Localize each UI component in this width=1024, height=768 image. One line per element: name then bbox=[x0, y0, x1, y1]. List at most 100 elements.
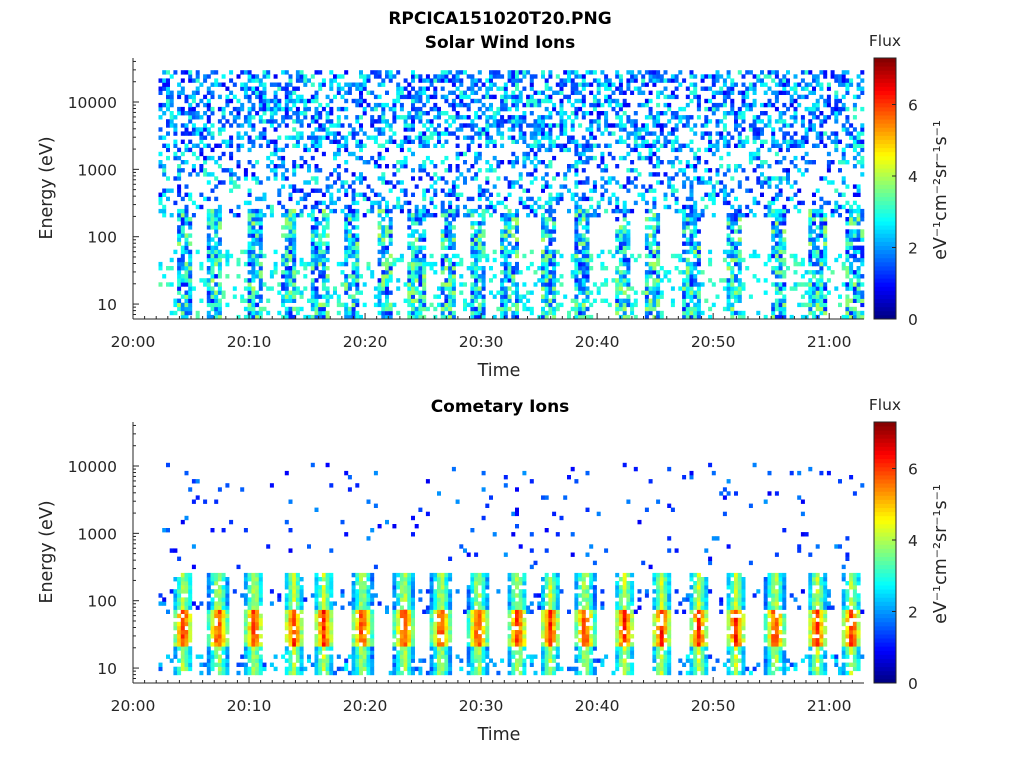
spectrogram-cell bbox=[188, 115, 193, 120]
spectrogram-cell bbox=[860, 70, 865, 75]
spectrogram-cell bbox=[748, 123, 753, 128]
spectrogram-cell bbox=[277, 282, 282, 287]
spectrogram-cell bbox=[852, 257, 857, 263]
spectrogram-cell bbox=[169, 119, 174, 124]
spectrogram-cell bbox=[299, 261, 304, 267]
spectrogram-cell bbox=[418, 86, 423, 91]
spectrogram-cell bbox=[656, 249, 661, 255]
spectrogram-cell bbox=[834, 115, 839, 120]
spectrogram-cell bbox=[403, 115, 408, 120]
spectrogram-cell bbox=[240, 135, 245, 140]
spectrogram-cell bbox=[652, 204, 657, 210]
spectrogram-cell bbox=[448, 314, 453, 320]
spectrogram-cell bbox=[522, 306, 527, 312]
spectrogram-cell bbox=[771, 249, 776, 255]
spectrogram-cell bbox=[184, 221, 189, 226]
spectrogram-cell bbox=[771, 237, 776, 242]
spectrogram-cell bbox=[726, 253, 731, 259]
spectrogram-cell bbox=[808, 294, 813, 299]
spectrogram-cell bbox=[552, 306, 557, 312]
spectrogram-cell bbox=[626, 245, 631, 250]
spectrogram-cell bbox=[444, 94, 449, 100]
spectrogram-cell bbox=[299, 94, 304, 100]
spectrogram-cell bbox=[448, 229, 453, 234]
spectrogram-cell bbox=[422, 286, 427, 291]
spectrogram-cell bbox=[388, 266, 393, 271]
spectrogram-cell bbox=[325, 302, 330, 308]
spectrogram-cell bbox=[485, 139, 490, 144]
spectrogram-cell bbox=[318, 135, 323, 140]
spectrogram-cell bbox=[689, 229, 694, 234]
spectrogram-cell bbox=[511, 115, 516, 120]
spectrogram-cell bbox=[774, 213, 779, 218]
spectrogram-cell bbox=[548, 270, 553, 275]
spectrogram-cell bbox=[206, 119, 211, 124]
spectrogram-cell bbox=[496, 74, 501, 79]
spectrogram-cell bbox=[793, 261, 798, 267]
spectrogram-cell bbox=[251, 123, 256, 128]
spectrogram-cell bbox=[388, 208, 393, 214]
spectrogram-cell bbox=[173, 143, 178, 148]
spectrogram-cell bbox=[425, 119, 430, 124]
spectrogram-cell bbox=[258, 278, 263, 283]
spectrogram-cell bbox=[600, 70, 605, 75]
spectrogram-cell bbox=[318, 302, 323, 308]
spectrogram-cell bbox=[255, 208, 260, 214]
spectrogram-cell bbox=[559, 119, 564, 124]
spectrogram-cell bbox=[541, 266, 545, 271]
spectrogram-cell bbox=[507, 127, 512, 132]
spectrogram-cell bbox=[748, 82, 753, 87]
spectrogram-cell bbox=[782, 102, 787, 108]
spectrogram-cell bbox=[630, 119, 635, 124]
spectrogram-cell bbox=[463, 151, 467, 157]
spectrogram-cell bbox=[826, 135, 831, 140]
spectrogram-cell bbox=[715, 106, 720, 112]
spectrogram-cell bbox=[515, 225, 519, 230]
spectrogram-cell bbox=[689, 298, 694, 303]
y-tick-label: 10 bbox=[97, 296, 117, 314]
colorbar-segment bbox=[874, 172, 896, 177]
spectrogram-cell bbox=[708, 249, 713, 255]
spectrogram-cell bbox=[433, 127, 438, 132]
spectrogram-cell bbox=[411, 119, 415, 124]
spectrogram-cell bbox=[214, 249, 219, 255]
spectrogram-cell bbox=[477, 70, 482, 75]
spectrogram-cell bbox=[622, 127, 627, 132]
spectrogram-cell bbox=[470, 135, 475, 140]
spectrogram-cell bbox=[377, 164, 382, 169]
spectrogram-cell bbox=[355, 102, 360, 108]
spectrogram-cell bbox=[860, 294, 865, 299]
spectrogram-cell bbox=[760, 119, 764, 124]
spectrogram-cell bbox=[303, 196, 308, 202]
spectrogram-cell bbox=[258, 261, 263, 267]
spectrogram-cell bbox=[823, 253, 828, 259]
spectrogram-cell bbox=[685, 286, 690, 291]
spectrogram-cell bbox=[637, 135, 642, 140]
spectrogram-cell bbox=[188, 257, 193, 263]
spectrogram-cell bbox=[385, 274, 389, 279]
spectrogram-cell bbox=[752, 90, 757, 95]
spectrogram-cell bbox=[656, 139, 661, 144]
spectrogram-cell bbox=[722, 102, 727, 108]
spectrogram-cell bbox=[559, 106, 564, 112]
spectrogram-cell bbox=[329, 106, 334, 112]
spectrogram-cell bbox=[455, 168, 460, 173]
spectrogram-cell bbox=[856, 94, 861, 100]
spectrogram-cell bbox=[644, 298, 649, 303]
spectrogram-cell bbox=[574, 266, 579, 271]
spectrogram-cell bbox=[618, 306, 623, 312]
spectrogram-cell bbox=[552, 221, 557, 226]
spectrogram-cell bbox=[351, 253, 356, 259]
spectrogram-cell bbox=[229, 208, 234, 214]
spectrogram-cell bbox=[496, 70, 501, 75]
spectrogram-cell bbox=[496, 119, 501, 124]
spectrogram-cell bbox=[206, 180, 211, 185]
spectrogram-cell bbox=[477, 78, 482, 83]
spectrogram-cell bbox=[303, 286, 308, 291]
spectrogram-cell bbox=[626, 282, 631, 287]
spectrogram-cell bbox=[500, 241, 505, 246]
spectrogram-cell bbox=[852, 102, 857, 108]
spectrogram-cell bbox=[533, 168, 538, 173]
spectrogram-cell bbox=[425, 86, 430, 91]
spectrogram-cell bbox=[722, 278, 727, 283]
